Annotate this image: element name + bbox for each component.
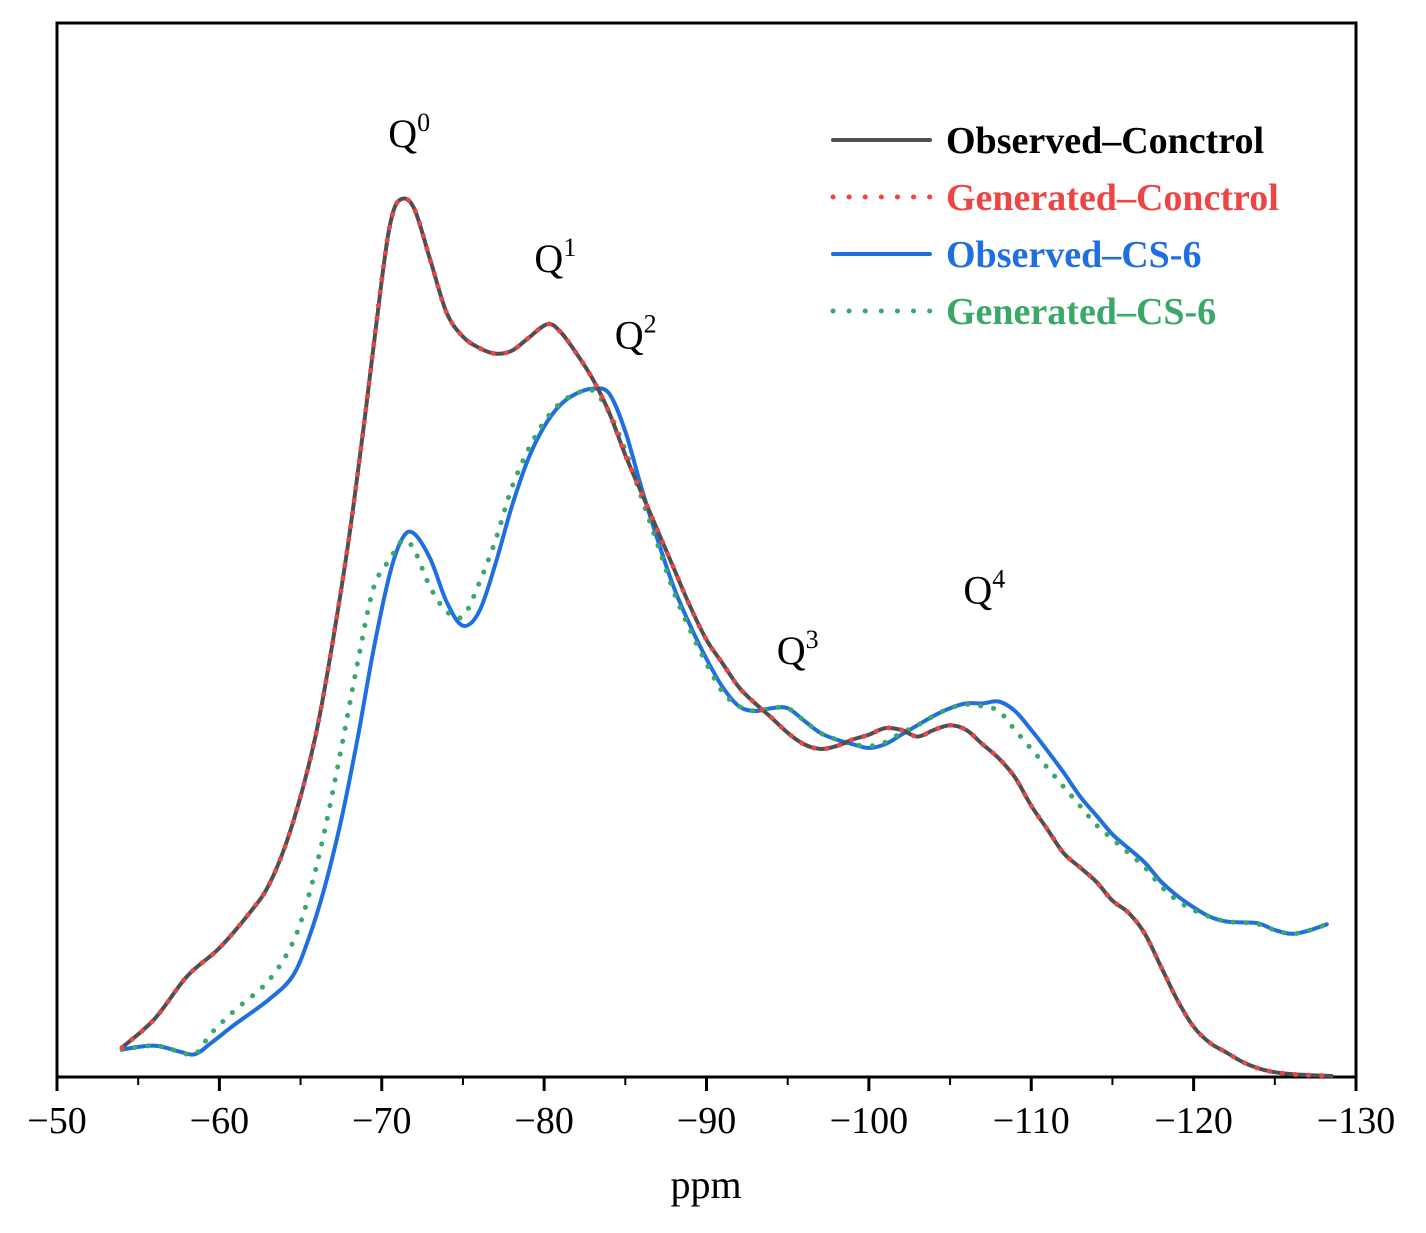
peak-label-sup: 3 [806, 625, 819, 654]
legend-label-observed-conctrol: Observed–Conctrol [946, 120, 1264, 162]
series-layer [119, 195, 1335, 1079]
x-tick-label: −120 [1154, 1100, 1232, 1142]
peak-label-base: Q [777, 628, 806, 673]
peak-label-q1: Q1 [534, 233, 576, 281]
x-axis-title: ppm [670, 1162, 741, 1207]
x-tick-label: −110 [993, 1100, 1070, 1142]
x-tick-label: −130 [1317, 1100, 1395, 1142]
x-tick-label: −80 [514, 1100, 573, 1142]
peak-label-base: Q [388, 111, 417, 156]
legend: Observed–Conctrol Generated–Conctrol Obser… [830, 120, 1279, 333]
x-tick-label: −100 [830, 1100, 908, 1142]
peak-label-base: Q [534, 236, 563, 281]
peak-label-q2: Q2 [615, 310, 657, 358]
x-tick-label: −90 [677, 1100, 736, 1142]
peak-label-sup: 4 [992, 564, 1005, 593]
series-line-generated-conctrol [119, 195, 1335, 1079]
x-tick-label: −70 [352, 1100, 411, 1142]
legend-label-generated-cs-6: Generated–CS-6 [946, 291, 1216, 333]
legend-label-observed-cs-6: Observed–CS-6 [946, 234, 1201, 276]
peak-label-sup: 1 [563, 233, 576, 262]
x-tick-label: −60 [190, 1100, 249, 1142]
peak-label-base: Q [963, 567, 992, 612]
peak-label-q3: Q3 [777, 625, 819, 673]
x-tick-label: −50 [27, 1100, 86, 1142]
peak-label-q4: Q4 [963, 564, 1005, 612]
series-line-observed-cs-6 [120, 386, 1329, 1057]
peak-label-q0: Q0 [388, 108, 430, 156]
x-axis: −50 −60 −70 −80 −90 −100 −110 −120 −130 [27, 1077, 1395, 1142]
series-line-generated-cs-6 [119, 386, 1330, 1058]
peak-label-base: Q [615, 313, 644, 358]
peak-label-sup: 2 [644, 310, 657, 339]
legend-label-generated-conctrol: Generated–Conctrol [946, 177, 1279, 219]
peak-label-sup: 0 [417, 108, 430, 137]
